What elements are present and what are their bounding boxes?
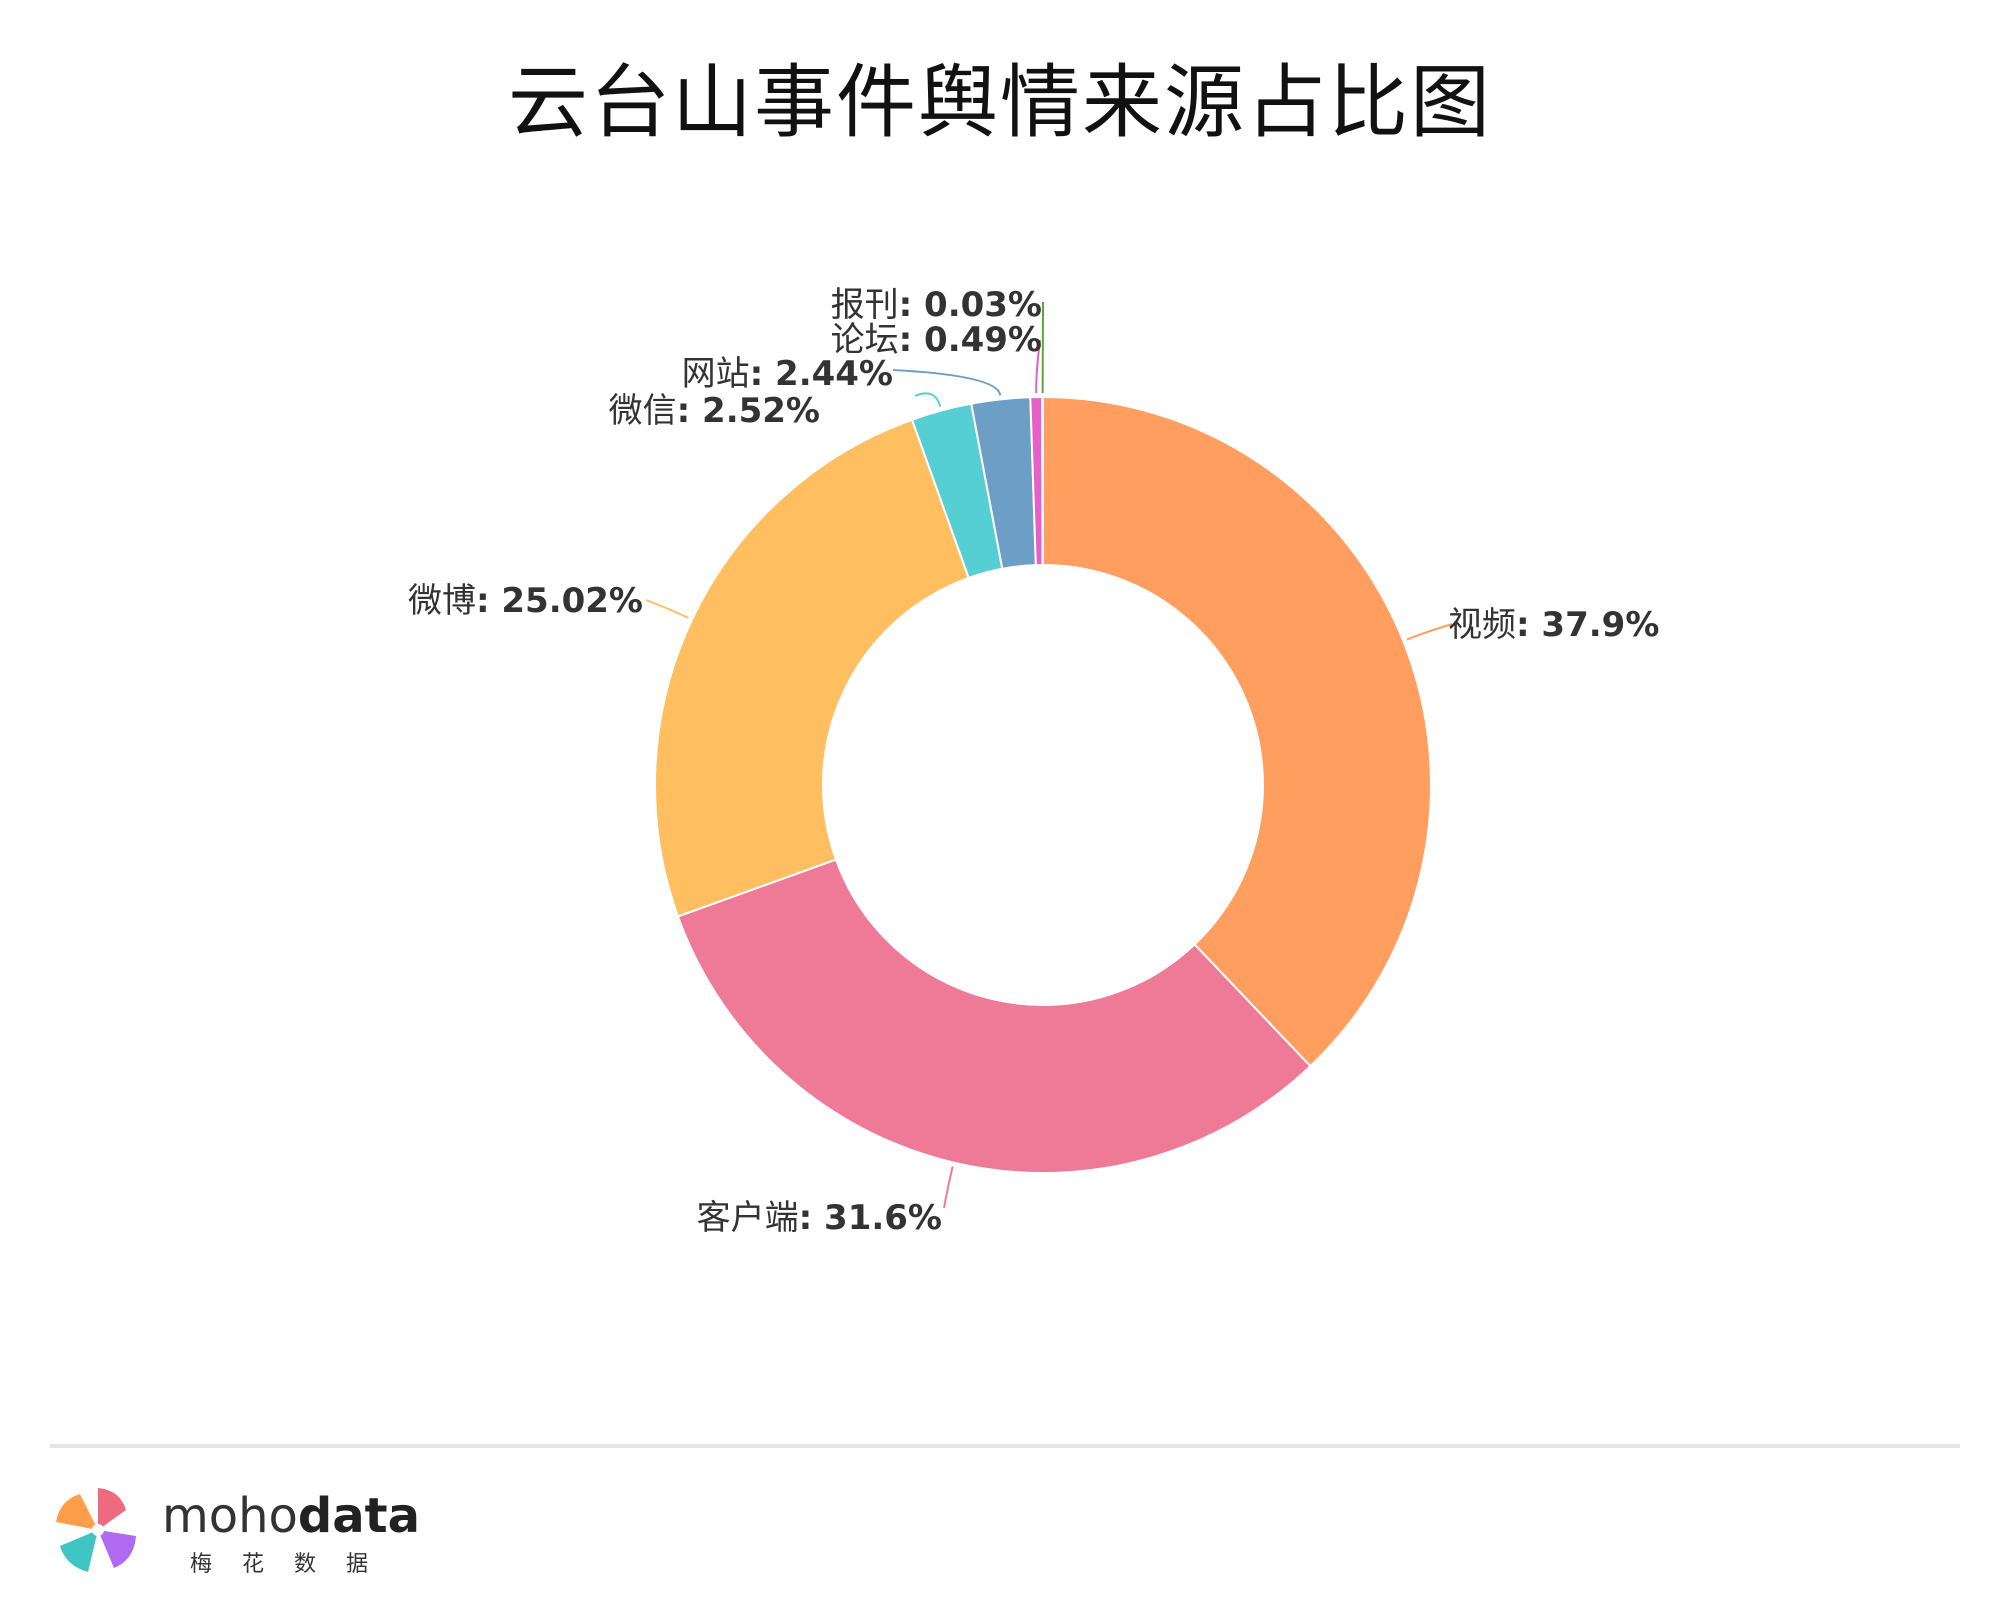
leader-line-微博 bbox=[645, 599, 689, 619]
label-name-微信: 微信 bbox=[609, 391, 677, 431]
brand-name-bold: data bbox=[297, 1488, 421, 1544]
slice-报刊 bbox=[1041, 395, 1044, 567]
leader-line-视频 bbox=[1406, 623, 1453, 641]
pinwheel-logo-icon bbox=[56, 1488, 136, 1572]
chart-title: 云台山事件舆情来源占比图 bbox=[508, 56, 1492, 149]
slice-微博 bbox=[654, 418, 971, 918]
slice-视频 bbox=[1042, 395, 1432, 1068]
label-微博: 微博: 25.02% bbox=[408, 581, 643, 621]
label-name-视频: 视频 bbox=[1448, 605, 1516, 645]
label-value-微博: : 25.02% bbox=[476, 581, 643, 621]
label-name-微博: 微博 bbox=[408, 581, 476, 621]
label-value-论坛: : 0.49% bbox=[899, 320, 1042, 360]
label-value-微信: : 2.52% bbox=[677, 391, 820, 431]
brand-subtitle: 梅花数据 bbox=[190, 1552, 399, 1577]
label-name-报刊: 报刊 bbox=[831, 285, 899, 325]
brand-name: mohodata bbox=[162, 1488, 420, 1544]
slice-客户端 bbox=[676, 858, 1312, 1175]
label-value-报刊: : 0.03% bbox=[899, 285, 1042, 325]
label-视频: 视频: 37.9% bbox=[1448, 605, 1659, 645]
leader-line-客户端 bbox=[943, 1166, 954, 1209]
label-name-网站: 网站 bbox=[682, 354, 750, 394]
label-name-客户端: 客户端 bbox=[697, 1198, 799, 1238]
leader-line-微信 bbox=[914, 392, 942, 407]
label-论坛: 论坛: 0.49% bbox=[831, 320, 1042, 360]
label-报刊: 报刊: 0.03% bbox=[831, 285, 1042, 325]
label-value-网站: : 2.44% bbox=[750, 354, 893, 394]
label-网站: 网站: 2.44% bbox=[682, 354, 893, 394]
leader-line-网站 bbox=[892, 369, 1002, 396]
leader-line-论坛 bbox=[1035, 339, 1041, 394]
footer-divider bbox=[50, 1444, 1960, 1448]
label-name-论坛: 论坛 bbox=[831, 320, 899, 360]
label-客户端: 客户端: 31.6% bbox=[697, 1198, 942, 1238]
label-value-客户端: : 31.6% bbox=[799, 1198, 942, 1238]
label-value-视频: : 37.9% bbox=[1516, 605, 1659, 645]
label-微信: 微信: 2.52% bbox=[609, 391, 820, 431]
brand-name-light: moho bbox=[162, 1488, 298, 1544]
